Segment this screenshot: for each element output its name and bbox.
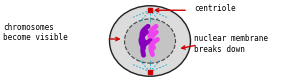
Ellipse shape bbox=[111, 7, 189, 75]
Ellipse shape bbox=[124, 19, 176, 63]
Text: nuclear membrane
breaks down: nuclear membrane breaks down bbox=[194, 34, 268, 54]
Text: centriole: centriole bbox=[194, 4, 236, 13]
Text: chromosomes
become visible: chromosomes become visible bbox=[3, 23, 68, 42]
Ellipse shape bbox=[110, 6, 190, 76]
